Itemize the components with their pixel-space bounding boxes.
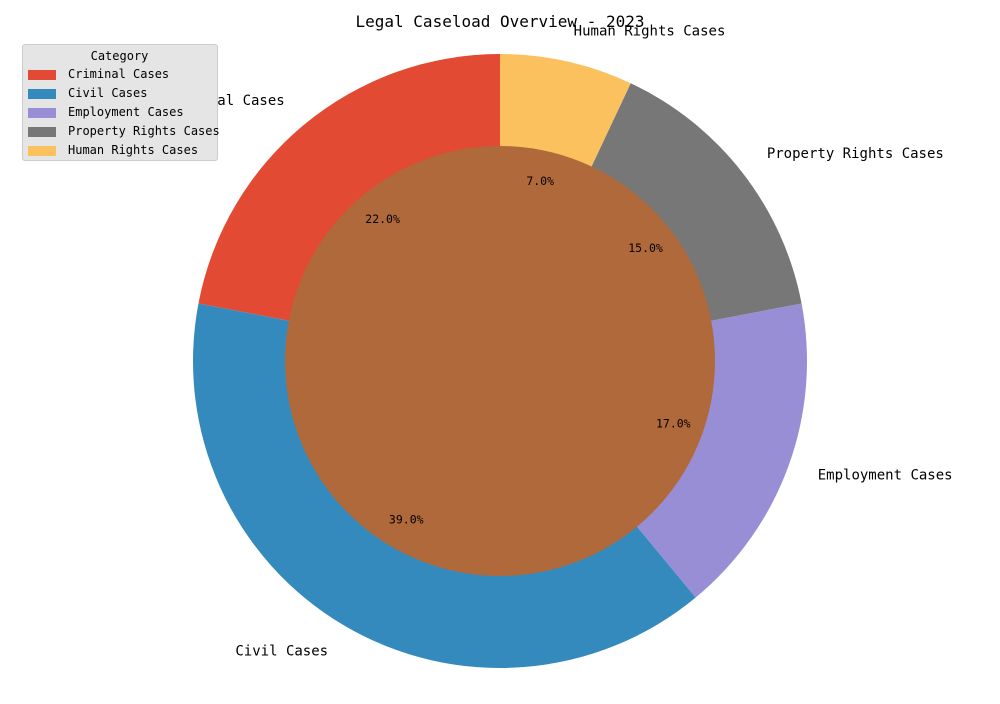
- chart-title: Legal Caseload Overview - 2023: [356, 12, 645, 31]
- legend-label: Criminal Cases: [68, 67, 170, 81]
- legend-items: Criminal Cases Civil Cases Employment Case…: [28, 65, 220, 160]
- legend-label: Human Rights Cases: [68, 143, 199, 157]
- legend-item: Human Rights Cases: [28, 141, 211, 160]
- legend: Category Criminal Cases Civil Cases Employ…: [22, 44, 220, 161]
- percent-label: 17.0%: [656, 416, 691, 430]
- legend-swatch: [28, 69, 56, 80]
- donut-center: [285, 146, 715, 576]
- legend-label: Civil Cases: [68, 86, 148, 100]
- legend-title: Category: [90, 49, 149, 63]
- legend-item: Property Rights Cases: [28, 122, 220, 141]
- slice-label: Human Rights Cases: [574, 23, 726, 39]
- percent-label: 15.0%: [628, 241, 663, 255]
- legend-swatch: [28, 126, 56, 137]
- legend-swatch: [28, 145, 56, 156]
- legend-label: Property Rights Cases: [68, 124, 220, 138]
- slice-label: Employment Cases: [818, 467, 953, 483]
- legend-swatch: [28, 107, 56, 118]
- percent-label: 7.0%: [526, 174, 554, 188]
- slice-label: Property Rights Cases: [767, 146, 944, 162]
- legend-item: Employment Cases: [28, 103, 211, 122]
- legend-item: Criminal Cases: [28, 65, 211, 84]
- legend-label: Employment Cases: [68, 105, 184, 119]
- slice-label: Civil Cases: [235, 644, 328, 660]
- percent-label: 22.0%: [365, 212, 400, 226]
- percent-label-group: 22.0% 39.0% 17.0% 15.0% 7.0%: [365, 174, 690, 526]
- percent-label: 39.0%: [389, 513, 424, 527]
- legend-swatch: [28, 88, 56, 99]
- legend-item: Civil Cases: [28, 84, 211, 103]
